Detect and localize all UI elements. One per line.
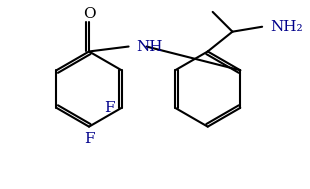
Text: NH: NH <box>136 40 163 53</box>
Text: O: O <box>83 7 95 21</box>
Text: NH₂: NH₂ <box>270 20 303 34</box>
Text: F: F <box>84 132 94 146</box>
Text: F: F <box>104 101 115 115</box>
